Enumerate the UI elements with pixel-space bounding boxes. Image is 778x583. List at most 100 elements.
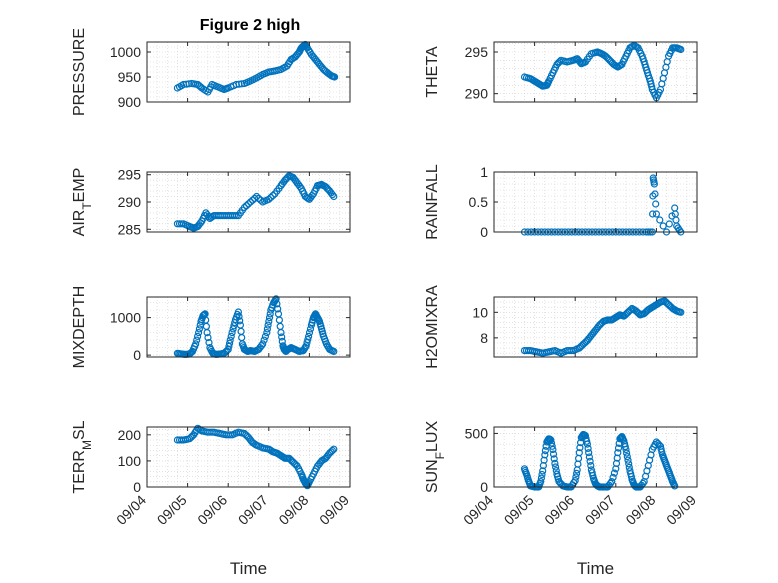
data-point [583, 437, 591, 445]
data-point [657, 445, 665, 453]
data-point [547, 71, 556, 80]
data-point [621, 443, 629, 451]
data-point [614, 312, 623, 320]
data-point [663, 58, 671, 66]
data-point [328, 446, 336, 455]
data-point [675, 45, 684, 53]
data-point [585, 449, 593, 457]
data-point [584, 444, 592, 452]
data-point [607, 58, 615, 66]
data-point [235, 312, 243, 320]
data-point [305, 329, 314, 337]
y-axis-label: RAINFALL [424, 164, 441, 240]
data-point [627, 470, 635, 478]
data-point [547, 439, 556, 447]
data-point [541, 447, 550, 455]
subplot-pressure: 900 950 1000 PRESSURE [71, 28, 351, 116]
data-point [627, 473, 636, 481]
y-axis-label: MIXDEPTH [71, 286, 88, 369]
y-tick-label: 10 [472, 304, 488, 320]
x-tick-label: 09/05 [501, 492, 537, 528]
subplot-terr-msl: 09/04 09/05 09/06 09/07 09/08 09/09 0 100 200 TER… [71, 420, 352, 578]
data-point [675, 226, 684, 234]
data-point [321, 337, 330, 345]
data-point [274, 305, 282, 313]
y-tick-label: 1 [480, 164, 488, 180]
data-point [572, 473, 580, 481]
data-point [185, 80, 193, 88]
data-point [202, 322, 210, 330]
data-point [659, 74, 667, 83]
y-tick-label: 0 [480, 479, 488, 495]
data-point [581, 431, 589, 439]
data-point [609, 473, 617, 481]
subplot-theta: 290 295 THETA [424, 41, 698, 103]
data-point [328, 347, 336, 355]
data-point [205, 339, 213, 347]
data-point [195, 221, 203, 229]
data-point [654, 439, 662, 447]
y-tick-label: 285 [118, 221, 142, 237]
data-point [639, 479, 647, 487]
data-point [251, 75, 259, 83]
data-point [194, 332, 202, 340]
data-point [278, 333, 286, 341]
y-tick-label: 0.5 [469, 194, 489, 210]
data-point [286, 456, 295, 464]
data-point [305, 479, 313, 487]
data-point [242, 431, 250, 439]
data-point [551, 459, 559, 467]
y-tick-label: 950 [118, 69, 142, 85]
data-point [188, 224, 196, 232]
data-point [665, 220, 673, 228]
data-point [204, 334, 212, 342]
data-point [263, 325, 271, 333]
data-point [672, 216, 680, 224]
data-point [221, 348, 230, 356]
data-point [238, 206, 246, 214]
data-point [266, 446, 274, 454]
data-point [275, 184, 283, 192]
data-point [589, 472, 597, 480]
y-axis-label: SUNFLUX [424, 421, 447, 494]
data-point [648, 210, 657, 218]
data-point [304, 335, 312, 344]
data-point [256, 344, 264, 352]
y-axis-label: PRESSURE [71, 28, 88, 116]
axes-box [493, 41, 698, 103]
data-point [613, 454, 621, 462]
data-point [572, 469, 581, 477]
data-point [253, 192, 261, 201]
data-point [323, 453, 331, 461]
data-point [317, 322, 325, 330]
data-point [236, 317, 244, 325]
data-point [650, 178, 658, 186]
y-axis-label: H2OMIXRA [424, 285, 441, 369]
y-tick-label: 1000 [110, 44, 141, 60]
y-tick-label: 290 [118, 194, 142, 210]
data-point [591, 48, 600, 57]
data-point [593, 324, 601, 333]
data-point [652, 210, 661, 218]
data-point [652, 200, 660, 208]
data-point [625, 460, 633, 468]
data-point [238, 334, 246, 342]
data-point [548, 442, 556, 450]
data-point [195, 329, 203, 337]
data-point [266, 310, 274, 318]
data-point [317, 62, 325, 70]
data-point [313, 57, 321, 65]
data-point [195, 82, 203, 90]
data-point [294, 347, 302, 355]
data-point [551, 463, 560, 471]
data-point [576, 343, 585, 351]
data-point [603, 53, 611, 62]
data-point [582, 434, 590, 442]
subplot-h2omixra: 8 10 H2OMIXRA [424, 285, 698, 369]
y-tick-label: 295 [465, 44, 489, 60]
data-point [624, 456, 632, 464]
data-point [662, 298, 670, 306]
subplot-sun-flux: 09/04 09/05 09/06 09/07 09/08 09/09 0 500 SUNFLU… [424, 421, 699, 578]
x-tick-label: 09/07 [235, 492, 271, 528]
data-point [195, 325, 203, 333]
